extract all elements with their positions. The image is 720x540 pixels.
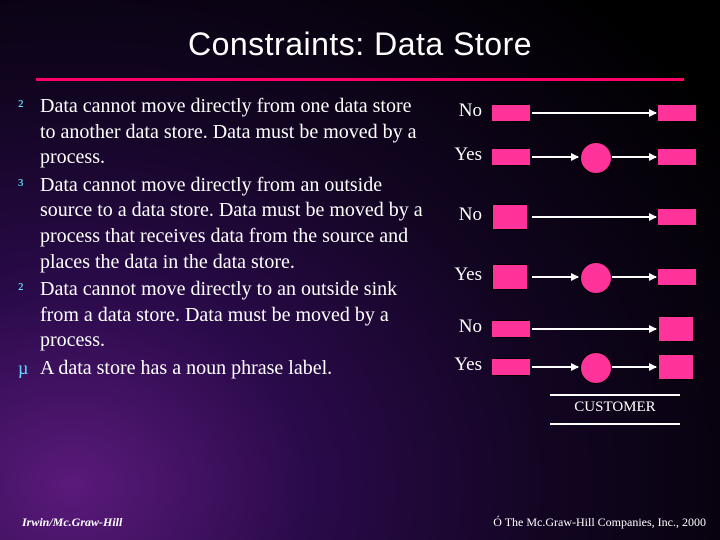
datastore-icon — [658, 148, 696, 166]
arrow-icon — [532, 366, 578, 368]
arrow-icon — [532, 156, 578, 158]
slide-root: Constraints: Data Store ² Data cannot mo… — [0, 0, 720, 540]
bullet-marker-icon: ² — [18, 95, 23, 118]
datastore-icon — [658, 104, 696, 122]
row-label: Yes — [440, 354, 482, 376]
entity-rect-icon — [658, 354, 694, 380]
title-underline — [36, 78, 684, 81]
footer-right: Ó The Mc.Graw-Hill Companies, Inc., 2000 — [493, 515, 706, 530]
datastore-icon — [492, 320, 530, 338]
bullet-text: Data cannot move directly from one data … — [40, 95, 417, 168]
arrow-icon — [532, 216, 656, 218]
arrow-icon — [532, 276, 578, 278]
arrow-icon — [532, 328, 656, 330]
bullet-text: Data cannot move directly from an outsid… — [40, 174, 423, 273]
bullet-text: A data store has a noun phrase label. — [40, 357, 332, 379]
bullet-marker-icon: ² — [18, 278, 23, 301]
footer-left: Irwin/Mc.Graw-Hill — [22, 515, 122, 530]
datastore-icon — [492, 104, 530, 122]
row-label: Yes — [440, 264, 482, 286]
row-label: Yes — [440, 144, 482, 166]
bullet-marker-icon: µ — [18, 357, 28, 380]
bullet-list: ² Data cannot move directly from one dat… — [18, 94, 428, 384]
bullet-item: ² Data cannot move directly from one dat… — [18, 94, 428, 171]
entity-rect-icon — [658, 316, 694, 342]
bullet-item: ² Data cannot move directly to an outsid… — [18, 277, 428, 354]
datastore-icon — [492, 148, 530, 166]
slide-title: Constraints: Data Store — [0, 26, 720, 63]
bullet-text: Data cannot move directly to an outside … — [40, 278, 397, 351]
datastore-icon — [492, 358, 530, 376]
process-circle-icon — [580, 262, 612, 294]
datastore-icon — [658, 208, 696, 226]
arrow-icon — [612, 366, 656, 368]
process-circle-icon — [580, 142, 612, 174]
datastore-icon — [658, 268, 696, 286]
entity-rect-icon — [492, 264, 528, 290]
bullet-item: µ A data store has a noun phrase label. — [18, 356, 428, 382]
process-circle-icon — [580, 352, 612, 384]
arrow-icon — [612, 276, 656, 278]
row-label: No — [440, 204, 482, 226]
diagram-area: No Yes No Yes No Yes CUSTOMER — [440, 94, 710, 494]
row-label: No — [440, 100, 482, 122]
entity-rect-icon — [492, 204, 528, 230]
bullet-item: ³ Data cannot move directly from an outs… — [18, 173, 428, 275]
arrow-icon — [612, 156, 656, 158]
row-label: No — [440, 316, 482, 338]
arrow-icon — [532, 112, 656, 114]
customer-datastore: CUSTOMER — [550, 394, 680, 425]
bullet-marker-icon: ³ — [18, 174, 23, 197]
